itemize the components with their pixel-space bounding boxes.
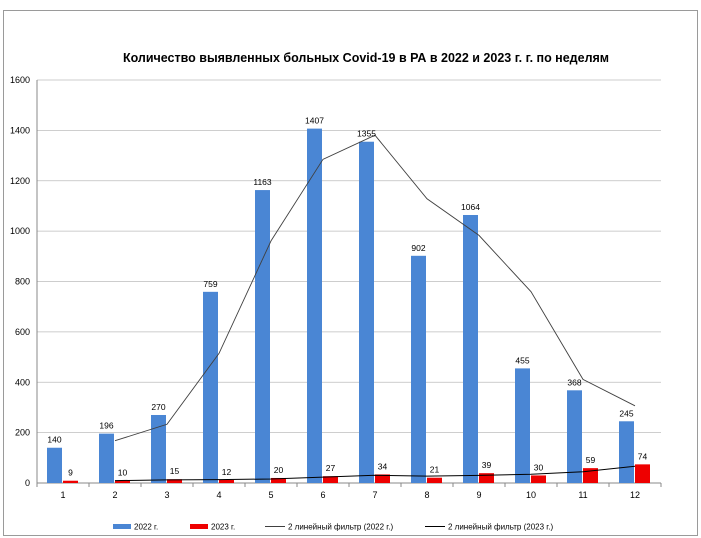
- bar-2023: [115, 480, 130, 483]
- data-label: 30: [534, 462, 544, 472]
- x-tick-label: 12: [630, 490, 640, 500]
- data-label: 455: [515, 355, 529, 365]
- legend-entry-label: 2023 г.: [211, 523, 235, 532]
- legend-entry-label: 2 линейный фильтр (2023 г.): [448, 523, 553, 532]
- data-label: 140: [47, 435, 61, 445]
- legend-swatch: [113, 524, 131, 529]
- y-tick-label: 1600: [10, 75, 30, 85]
- trendline-2022: [114, 134, 636, 442]
- data-label: 1064: [461, 202, 480, 212]
- data-label: 34: [378, 461, 388, 471]
- data-label: 15: [170, 466, 180, 476]
- x-tick-label: 11: [578, 490, 587, 500]
- data-label: 59: [586, 455, 596, 465]
- bar-2023: [531, 475, 546, 483]
- data-label: 74: [638, 451, 648, 461]
- x-tick-label: 10: [526, 490, 536, 500]
- legend-entry-label: 2022 г.: [134, 523, 158, 532]
- y-tick-label: 1200: [10, 176, 30, 186]
- data-label: 1163: [253, 177, 272, 187]
- legend-swatch: [190, 524, 208, 529]
- bar-2022: [307, 128, 322, 483]
- y-axis-ticks: 0 200 400 600 800 1000 1200 1400 1600: [10, 75, 30, 488]
- bar-2023: [479, 473, 494, 483]
- bar-2023: [219, 479, 234, 483]
- bar-2022: [463, 215, 478, 483]
- data-label: 1407: [305, 116, 324, 126]
- bar-2022: [47, 447, 62, 483]
- data-labels: 140 196 270 759 1163 1407 1355 902 1064 455 368 245…: [47, 116, 647, 478]
- data-label: 12: [222, 467, 232, 477]
- trendlines: [114, 134, 636, 482]
- bar-2022: [567, 390, 582, 483]
- y-tick-label: 0: [25, 478, 30, 488]
- bar-2022: [515, 368, 530, 483]
- x-tick-label: 6: [320, 490, 325, 500]
- bars: [47, 128, 650, 483]
- data-label: 196: [99, 421, 113, 431]
- data-label: 902: [411, 243, 425, 253]
- data-label: 759: [203, 279, 217, 289]
- x-tick-label: 5: [268, 490, 273, 500]
- bar-2022: [255, 190, 270, 483]
- x-tick-label: 4: [216, 490, 221, 500]
- x-tick-label: 2: [112, 490, 117, 500]
- y-tick-label: 800: [15, 277, 30, 287]
- data-label: 10: [118, 467, 128, 477]
- x-tick-label: 1: [60, 490, 65, 500]
- data-label: 20: [274, 465, 284, 475]
- data-label: 27: [326, 463, 336, 473]
- legend: 2022 г. 2023 г. 2 линейный фильтр (2022 г.…: [113, 523, 553, 532]
- x-tick-label: 7: [372, 490, 377, 500]
- y-tick-label: 200: [15, 428, 30, 438]
- bar-2023: [635, 464, 650, 483]
- data-label: 1355: [357, 129, 376, 139]
- x-tick-label: 8: [424, 490, 429, 500]
- data-label: 270: [151, 402, 165, 412]
- x-tick-label: 9: [476, 490, 481, 500]
- data-label: 368: [567, 377, 581, 387]
- y-tick-label: 1400: [10, 125, 30, 135]
- bar-2022: [411, 255, 426, 483]
- bar-2023: [323, 476, 338, 483]
- bar-2023: [63, 480, 78, 483]
- bar-2022: [99, 433, 114, 483]
- bar-2023: [271, 477, 286, 483]
- legend-entry-label: 2 линейный фильтр (2022 г.): [288, 523, 393, 532]
- x-axis-ticks: 1 2 3 4 5 6 7 8 9 10 11 12: [36, 483, 662, 500]
- chart-frame: [3, 10, 698, 536]
- chart-title: Количество выявленных больных Covid-19 в…: [123, 51, 609, 65]
- data-label: 245: [619, 408, 633, 418]
- bar-2022: [619, 421, 634, 483]
- bar-2023: [167, 479, 182, 483]
- y-tick-label: 1000: [10, 226, 30, 236]
- y-tick-label: 600: [15, 327, 30, 337]
- data-label: 39: [482, 460, 492, 470]
- y-tick-label: 400: [15, 377, 30, 387]
- bar-2023: [427, 477, 442, 483]
- bar-2022: [151, 414, 166, 483]
- bar-2023: [375, 474, 390, 483]
- trendline-2023: [114, 465, 636, 482]
- bar-2022: [359, 141, 374, 483]
- x-tick-label: 3: [164, 490, 169, 500]
- bar-2022: [203, 291, 218, 483]
- data-label: 21: [430, 465, 440, 475]
- data-label: 9: [68, 468, 73, 478]
